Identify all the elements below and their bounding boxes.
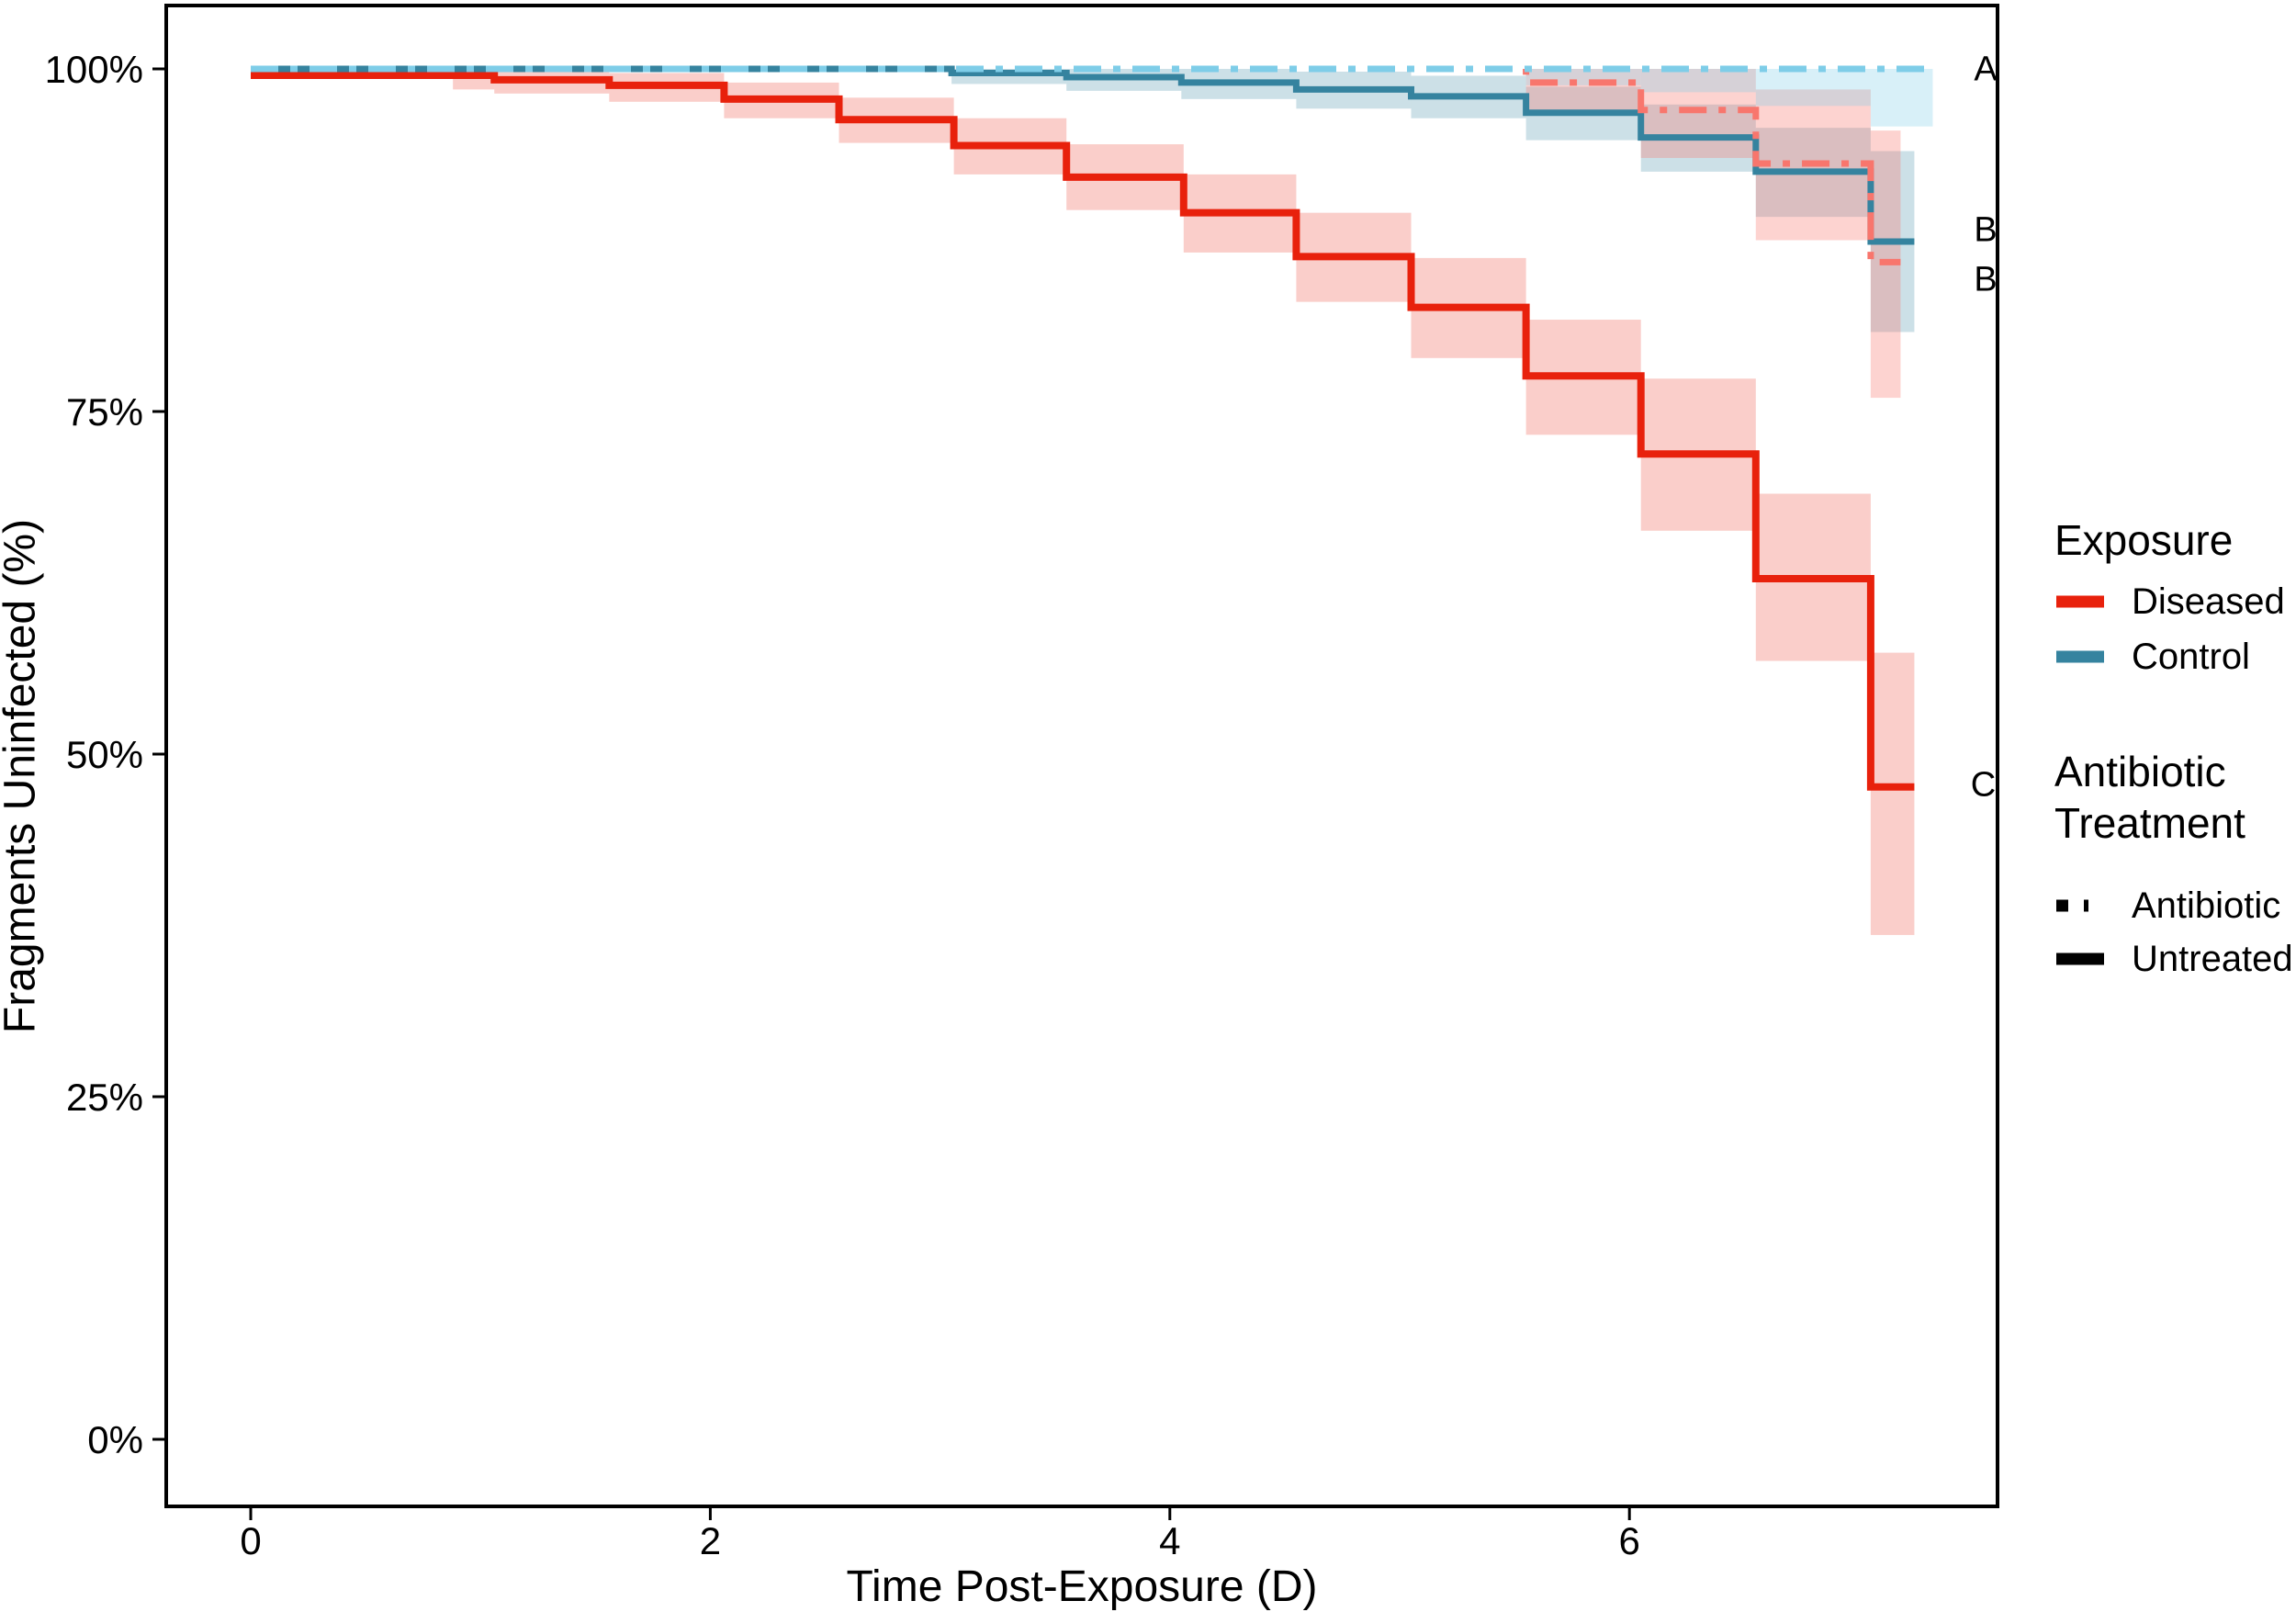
x-tick-label: 0	[240, 1519, 261, 1562]
y-axis-title: Fragments Uninfected (%)	[0, 518, 45, 1034]
y-tick-label: 100%	[45, 48, 143, 91]
diseased-untreated-ci-band	[1870, 652, 1915, 935]
legend-item-label: Control	[2132, 636, 2250, 677]
legend-item-label: Antibiotic	[2132, 885, 2281, 926]
legend-item-diseased: Diseased	[2054, 581, 2285, 623]
x-tick-label: 2	[700, 1519, 721, 1562]
legend: Exposure Diseased Control Antibiotic Trea…	[2054, 514, 2293, 1029]
curve-end-label-control-untreated: B	[1974, 210, 1998, 250]
y-tick-label: 50%	[66, 733, 143, 776]
legend-item-label: Diseased	[2132, 581, 2285, 622]
legend-title-line: Treatment	[2054, 799, 2245, 847]
legend-item-antibiotic: Antibiotic	[2054, 885, 2280, 927]
control-antibiotic-ci-band	[1755, 69, 1871, 107]
legend-item-label: Untreated	[2132, 938, 2293, 979]
legend-antibiotic-treatment-title: Antibiotic Treatment	[2054, 746, 2245, 849]
control-antibiotic-ci-band	[1870, 69, 1933, 127]
control-antibiotic-ci-band	[1640, 69, 1756, 93]
diseased-antibiotic-curve	[251, 65, 1901, 265]
y-tick-label: 0%	[87, 1418, 143, 1461]
y-tick-label: 25%	[66, 1076, 143, 1119]
curve-end-label-diseased-antibiotic: B	[1974, 260, 1998, 299]
x-tick-label: 6	[1619, 1519, 1640, 1562]
legend-item-control: Control	[2054, 636, 2250, 678]
diseased-swatch-icon	[2056, 595, 2104, 608]
panel-border	[164, 4, 1999, 1508]
legend-item-untreated: Untreated	[2054, 938, 2293, 980]
antibiotic-linetype-swatch-icon	[2056, 899, 2104, 912]
legend-exposure-title: Exposure	[2054, 516, 2234, 564]
curve-end-label-diseased-untreated: C	[1970, 765, 1997, 805]
control-swatch-icon	[2056, 650, 2104, 663]
untreated-linetype-swatch-icon	[2056, 953, 2104, 965]
legend-title-line: Antibiotic	[2054, 748, 2226, 795]
diseased-antibiotic-ci-band	[1525, 69, 1641, 110]
diseased-antibiotic-ci-band	[1640, 69, 1756, 158]
y-tick-label: 75%	[66, 390, 143, 434]
curve-end-label-control-antibiotic: A	[1974, 50, 1998, 89]
diseased-untreated-curve	[251, 72, 1915, 791]
x-axis-title: Time Post-Exposure (D)	[846, 1562, 1318, 1611]
x-tick-label: 4	[1159, 1519, 1180, 1562]
